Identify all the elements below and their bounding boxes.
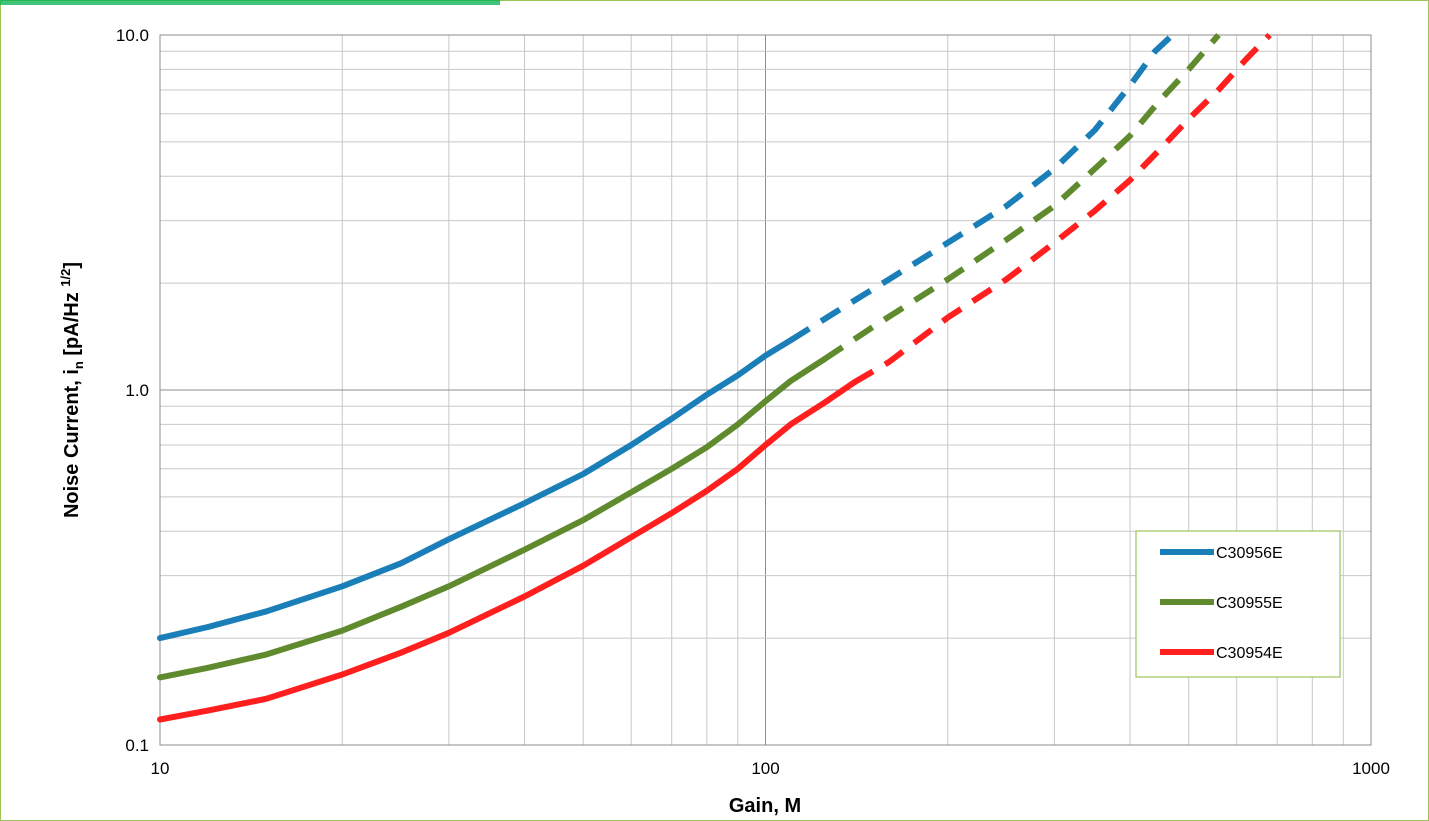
y-axis-title-main: Noise Current, i xyxy=(61,369,83,518)
series-layer xyxy=(157,32,1272,723)
y-tick-label: 1.0 xyxy=(125,381,149,400)
y-axis-title-sup: 1/2 xyxy=(58,269,73,287)
x-tick-label: 1000 xyxy=(1352,759,1390,778)
y-axis-title-close: ] xyxy=(61,262,83,269)
series-line-c30956e xyxy=(157,337,794,642)
plot-area xyxy=(159,34,1372,746)
series-line-dashed-c30956e xyxy=(789,32,1175,343)
x-tick-label: 100 xyxy=(751,759,779,778)
series-line-c30955e xyxy=(157,356,828,681)
x-tick-label: 10 xyxy=(151,759,170,778)
y-axis-title-sub: n xyxy=(71,361,86,369)
y-tick-label: 0.1 xyxy=(125,736,149,755)
legend: C30956E C30955E C30954E xyxy=(1135,530,1341,678)
series-line-dashed-c30955e xyxy=(822,33,1221,362)
tick-labels: 10 100 1000 0.1 1.0 10.0 xyxy=(116,26,1390,778)
series-line-c30954e xyxy=(157,379,857,723)
x-axis-title: Gain, M xyxy=(729,795,801,817)
legend-label-c30955e: C30955E xyxy=(1216,595,1283,612)
legend-label-c30956e: C30956E xyxy=(1216,545,1283,562)
legend-label-c30954e: C30954E xyxy=(1216,645,1283,662)
y-tick-label: 10.0 xyxy=(116,26,149,45)
y-axis-title-units: [pA/Hz xyxy=(61,287,83,361)
series-line-dashed-c30954e xyxy=(852,32,1272,386)
header-strip xyxy=(0,0,500,5)
y-axis-title: Noise Current, in [pA/Hz 1/2] xyxy=(58,262,86,518)
